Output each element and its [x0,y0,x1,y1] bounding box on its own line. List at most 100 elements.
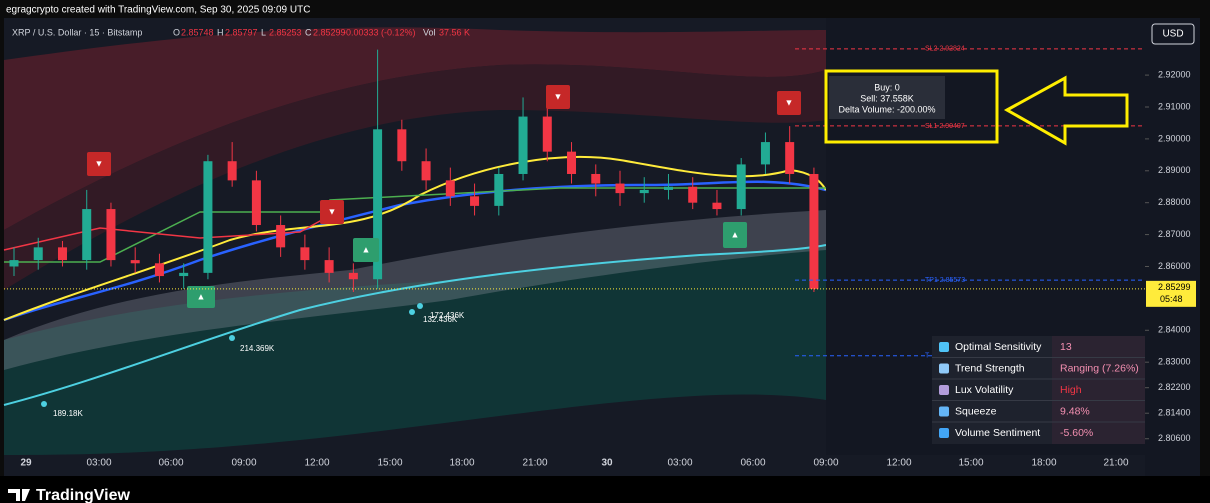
y-tick-label: 2.90000 [1158,133,1191,143]
legend-key: L [261,27,266,37]
legend-volume: 37.56 K [439,27,470,37]
x-tick-label: 21:00 [522,458,547,469]
x-tick-label: 30 [601,458,613,469]
candle-body [736,164,746,210]
price-axis [1145,18,1200,476]
sell-signal [546,85,570,109]
dashboard-icon [939,428,949,438]
candle-body [130,260,140,264]
red-line [3,209,341,251]
legend-volume-key: Vol [423,27,436,37]
candle-body [179,272,189,277]
y-tick-label: 2.84000 [1158,325,1191,335]
candle-body [421,161,431,181]
dashboard-value: -5.60% [1060,427,1093,439]
sell-signal [87,152,111,176]
tooltip [829,76,945,119]
candle-body [33,247,43,261]
y-tick-label: 2.82200 [1158,382,1191,392]
volatility-band [4,210,826,370]
dashboard-icon [939,385,949,395]
x-tick-label: 12:00 [886,458,911,469]
legend-value: 2.85797 [225,27,258,37]
x-tick-label: 15:00 [377,458,402,469]
y-tick-label: 2.87000 [1158,229,1191,239]
dashboard-label: Volume Sentiment [955,427,1040,439]
currency-button[interactable] [1151,23,1195,45]
candle-body [688,186,698,203]
level-label: SL1 2.90407 [925,123,965,130]
tooltip-line: Buy: 0 [874,82,900,92]
dashboard-label: Optimal Sensitivity [955,341,1042,353]
sell-signal [320,200,344,224]
dashboard-value: 9.48% [1060,405,1090,417]
dashboard-label: Lux Volatility [955,384,1014,396]
volume-dot [417,303,423,309]
countdown: 05:48 [1160,294,1183,304]
y-tick-label: 2.88000 [1158,197,1191,207]
candle-body [276,225,286,248]
x-tick-label: 21:00 [1103,458,1128,469]
highlight-box [824,69,999,144]
candle-body [373,129,383,280]
candle-body [591,173,601,184]
volume-label: 189.18K [53,409,83,418]
signal-arrow: ▼ [554,91,563,101]
dashboard-label: Trend Strength [955,362,1025,374]
dashboard-value: Ranging (7.26%) [1060,362,1139,374]
candle-body [9,260,19,267]
dashboard-icon [939,406,949,417]
candle-body [470,196,480,206]
x-tick-label: 09:00 [231,458,256,469]
candle-body [615,183,625,194]
candle-body [663,186,673,190]
buy-signal [353,238,379,262]
candle-body [82,209,92,261]
blue-line [3,180,827,322]
x-tick-label: 18:00 [1031,458,1056,469]
last-price-label: 2.85299 [1158,282,1191,292]
y-tick-label: 2.83000 [1158,357,1191,367]
currency[interactable]: USD [1162,29,1183,40]
legend-value: 2.85253 [269,27,302,37]
volume-dot [409,309,415,315]
x-tick-label: 06:00 [158,458,183,469]
signal-arrow: ▼ [328,206,337,216]
dashboard-values [1052,336,1145,444]
candle-body [57,247,67,261]
sell-signal [777,91,801,115]
candle-body [760,142,770,165]
last-price-box [1146,280,1196,307]
candle-body [106,209,116,261]
buy-signal [723,222,747,248]
upper-cloud-inner [4,64,826,290]
x-tick-label: 09:00 [813,458,838,469]
x-tick-label: 03:00 [86,458,111,469]
dashboard-icon [939,363,949,374]
candle-body [300,247,310,261]
y-tick-label: 2.92000 [1158,69,1191,79]
signal-arrow: ▼ [95,158,104,168]
volume-dot [41,401,47,407]
signal-arrow: ▼ [785,97,794,107]
x-tick-label: 12:00 [304,458,329,469]
level-label: SL2 2.92824 [925,46,965,53]
candle-body [324,260,334,273]
lower-cloud [4,245,826,455]
signal-arrow: ▲ [731,229,740,239]
candle-body [809,173,819,289]
volume-label: 214.369K [240,344,275,353]
logo-icon [8,489,30,501]
x-tick-label: 03:00 [667,458,692,469]
y-tick-label: 2.89000 [1158,165,1191,175]
candle-body [785,142,795,174]
candle-body [154,263,164,277]
candle-body [445,180,455,197]
signal-arrow: ▲ [197,291,206,301]
x-tick-label: 18:00 [449,458,474,469]
legend-key: H [217,27,224,37]
legend-value: 2.85748 [181,27,214,37]
legend-change: -0.00333 (-0.12%) [343,27,416,37]
legend-value: 2.85299 [313,27,346,37]
y-tick-label: 2.81400 [1158,408,1191,418]
